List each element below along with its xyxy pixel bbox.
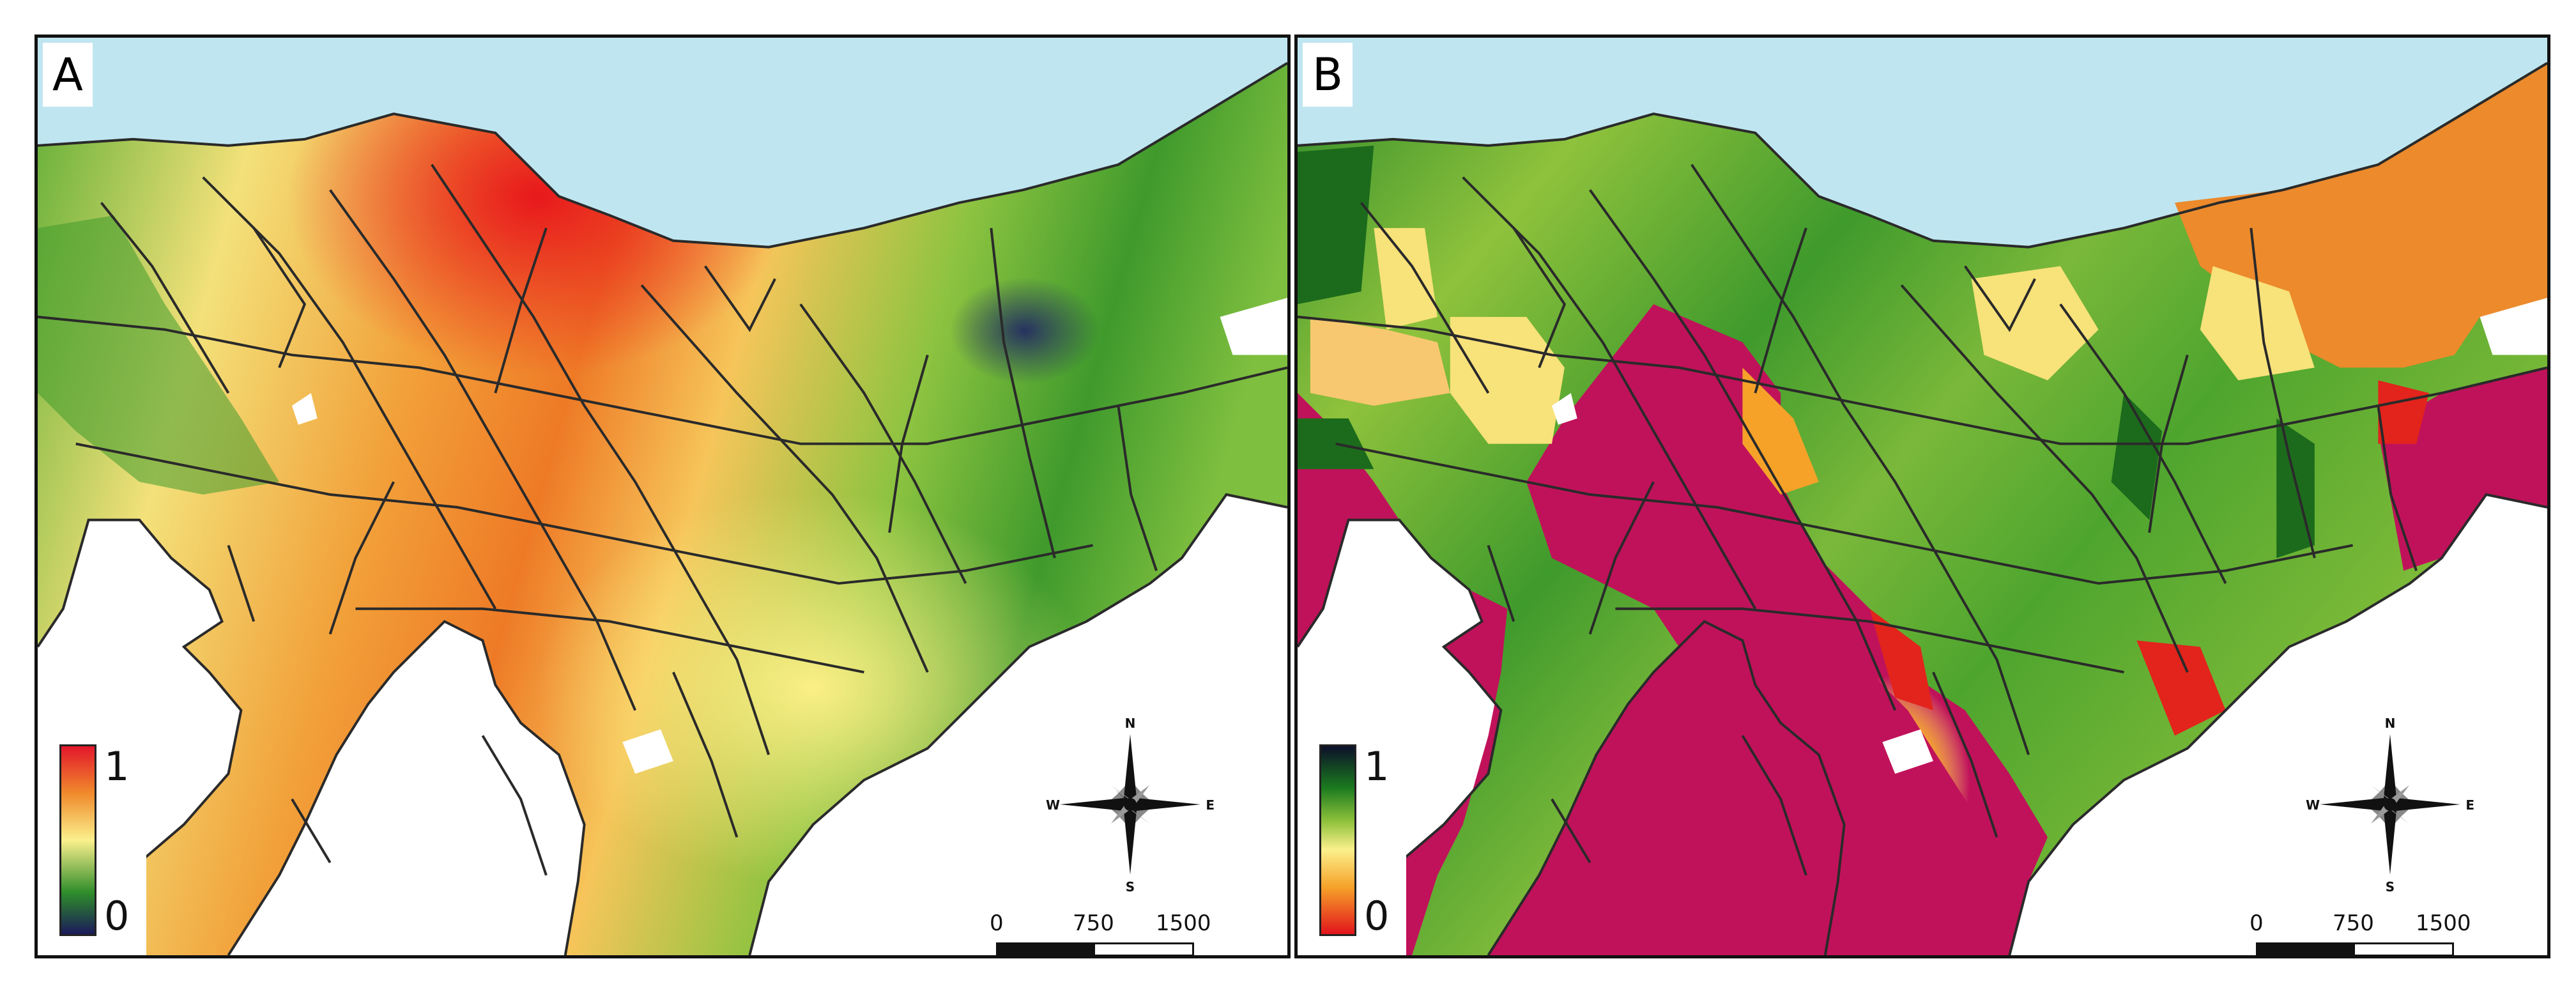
legend-min-label: 0 <box>1364 893 1390 939</box>
sea <box>1298 38 2547 247</box>
map-panel-a: A 1 0 N S E W 0 750 1500 m <box>34 35 1291 958</box>
compass-w: W <box>1046 797 1060 813</box>
scale-mid: 750 <box>1073 910 1114 936</box>
map-panel-b: B 1 0 N S E W 0 750 1500 m <box>1294 35 2550 958</box>
color-legend: 1 0 <box>1298 738 1406 955</box>
panel-label: B <box>1303 43 1353 107</box>
legend-min-label: 0 <box>104 893 130 939</box>
legend-gradient-bar <box>59 744 96 936</box>
magenta-region <box>1488 304 2048 955</box>
district-boundaries <box>38 62 1287 955</box>
scale-bar-graphic <box>2256 942 2454 955</box>
scale-mid: 750 <box>2333 910 2374 936</box>
legend-gradient-bar <box>1319 744 1356 936</box>
compass-s: S <box>1126 879 1135 894</box>
panel-label: A <box>43 43 93 107</box>
legend-max-label: 1 <box>104 743 130 790</box>
compass-n: N <box>1125 716 1136 731</box>
compass-n: N <box>2385 716 2396 731</box>
compass-e: E <box>1206 797 1215 813</box>
scale-bar-graphic <box>996 942 1194 955</box>
legend-max-label: 1 <box>1364 743 1390 790</box>
compass-s: S <box>2386 879 2395 894</box>
scale-bar: 0 750 1500 m <box>970 910 1220 955</box>
scale-zero: 0 <box>2250 910 2264 936</box>
north-arrow-icon: N S E W <box>1046 716 1215 894</box>
compass-w: W <box>2306 797 2320 813</box>
district-boundaries <box>1298 62 2547 955</box>
color-legend: 1 0 <box>38 738 146 955</box>
compass-e: E <box>2465 797 2474 813</box>
sea <box>38 38 1287 247</box>
map-panel-b-raster <box>1298 38 2547 955</box>
map-panel-a-raster <box>38 38 1287 955</box>
scale-bar: 0 750 1500 m <box>2230 910 2480 955</box>
north-arrow-icon: N S E W <box>2306 716 2474 894</box>
scale-zero: 0 <box>990 910 1004 936</box>
